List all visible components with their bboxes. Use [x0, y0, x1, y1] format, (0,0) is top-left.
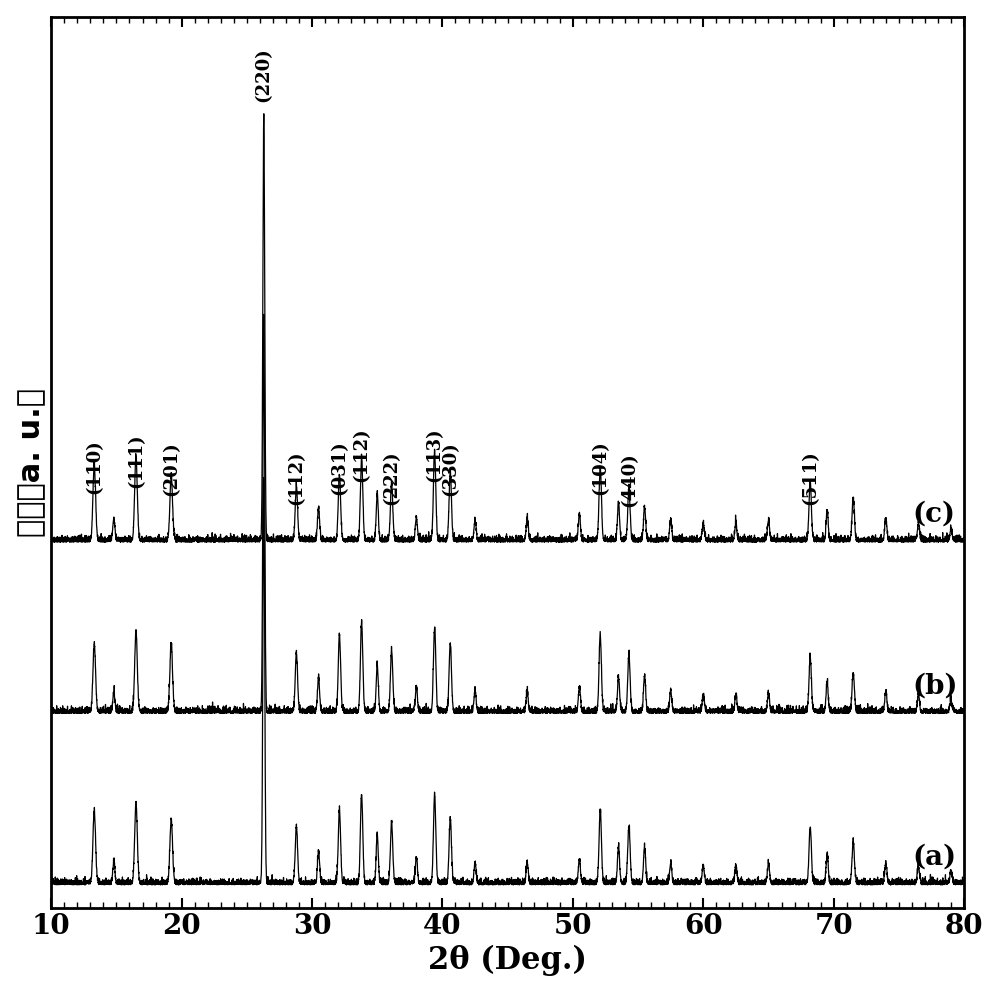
Text: (b): (b) [912, 672, 957, 699]
Text: (110): (110) [85, 439, 103, 494]
Text: (330): (330) [441, 442, 459, 496]
Text: (a): (a) [912, 844, 956, 871]
Text: (112): (112) [353, 428, 371, 483]
Text: (220): (220) [255, 48, 273, 102]
Text: (112): (112) [287, 451, 305, 505]
Text: (c): (c) [912, 500, 955, 528]
Text: (201): (201) [162, 442, 180, 496]
Text: (111): (111) [127, 433, 145, 488]
Text: (511): (511) [801, 450, 819, 505]
X-axis label: 2θ (Deg.): 2θ (Deg.) [428, 945, 587, 976]
Text: (113): (113) [426, 428, 444, 483]
Text: (104): (104) [591, 441, 609, 496]
Text: (222): (222) [383, 451, 401, 505]
Text: (440): (440) [620, 452, 638, 506]
Y-axis label: 强度（a. u.）: 强度（a. u.） [17, 387, 46, 536]
Text: (031): (031) [330, 441, 348, 496]
